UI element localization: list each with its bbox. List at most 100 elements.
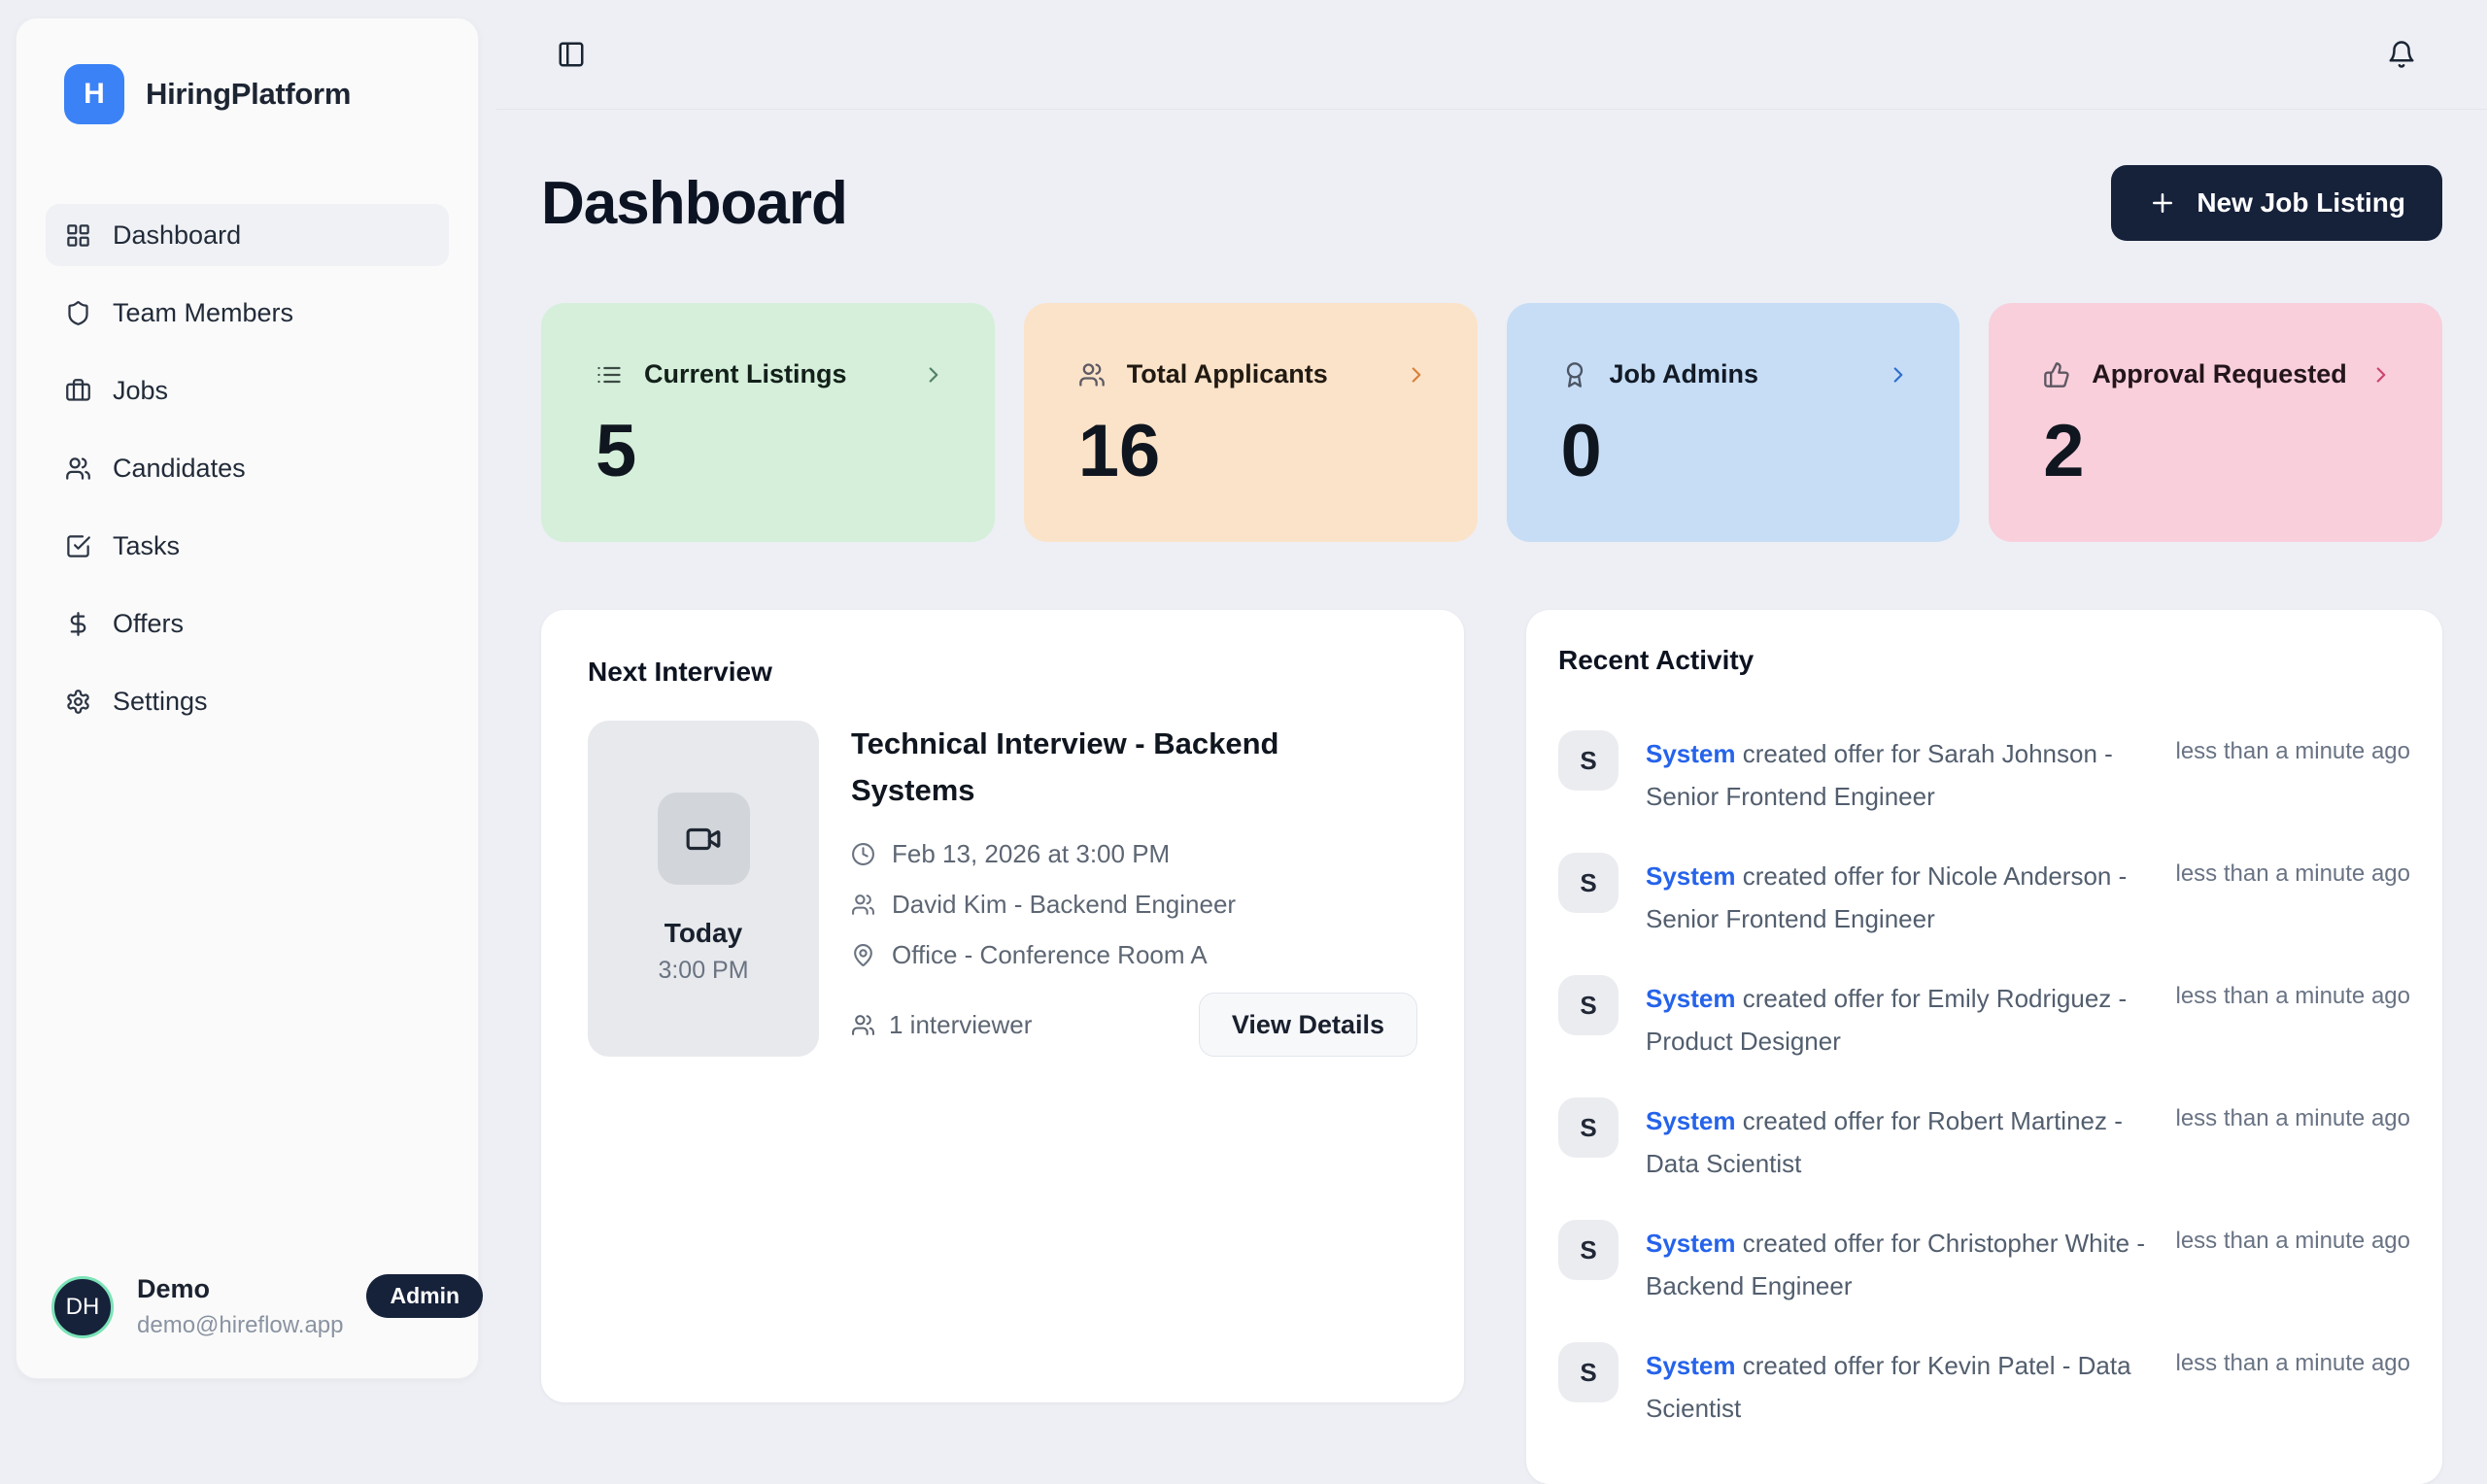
stat-card-approval-requested[interactable]: Approval Requested 2 [1989, 303, 2442, 542]
activity-timestamp: less than a minute ago [2176, 730, 2411, 765]
sidebar-toggle-button[interactable] [557, 40, 586, 69]
page-header: Dashboard New Job Listing [541, 165, 2442, 241]
activity-avatar: S [1558, 1220, 1618, 1280]
stat-label: Total Applicants [1127, 359, 1328, 389]
interviewer-count-label: 1 interviewer [889, 1010, 1032, 1040]
interview-location-row: Office - Conference Room A [851, 940, 1417, 970]
stat-value: 5 [596, 415, 946, 489]
activity-item: S System created offer for Sarah Johnson… [1558, 730, 2410, 818]
stat-value: 0 [1561, 415, 1912, 489]
dollar-icon [65, 611, 91, 637]
plus-icon [2148, 188, 2177, 218]
recent-activity-title: Recent Activity [1558, 645, 2410, 676]
interview-time: 3:00 PM [658, 957, 748, 985]
activity-item: S System created offer for Robert Martin… [1558, 1097, 2410, 1185]
main-area: Dashboard New Job Listing Current Listin… [496, 0, 2487, 1399]
activity-item: S System created offer for Emily Rodrigu… [1558, 975, 2410, 1062]
view-details-button[interactable]: View Details [1199, 993, 1417, 1057]
interview-person: David Kim - Backend Engineer [892, 890, 1236, 920]
sidebar-item-candidates[interactable]: Candidates [46, 437, 449, 499]
sidebar-item-label: Settings [113, 687, 208, 717]
award-icon [1561, 361, 1588, 388]
activity-actor[interactable]: System [1646, 984, 1736, 1013]
sidebar-item-team-members[interactable]: Team Members [46, 282, 449, 344]
new-job-listing-label: New Job Listing [2197, 187, 2405, 219]
activity-timestamp: less than a minute ago [2176, 1097, 2411, 1132]
shield-icon [65, 300, 91, 326]
activity-timestamp: less than a minute ago [2176, 975, 2411, 1010]
activity-item: S System created offer for Nicole Anders… [1558, 853, 2410, 940]
gear-icon [65, 689, 91, 715]
activity-actor[interactable]: System [1646, 861, 1736, 891]
app-title: HiringPlatform [146, 77, 351, 112]
activity-actor[interactable]: System [1646, 1351, 1736, 1380]
stat-card-total-applicants[interactable]: Total Applicants 16 [1024, 303, 1478, 542]
interview-day: Today [664, 918, 742, 949]
map-pin-icon [851, 943, 875, 967]
sidebar-item-tasks[interactable]: Tasks [46, 515, 449, 577]
interview-when-tile: Today 3:00 PM [588, 721, 819, 1057]
sidebar-item-label: Jobs [113, 376, 168, 406]
activity-avatar: S [1558, 1342, 1618, 1402]
activity-list: S System created offer for Sarah Johnson… [1558, 730, 2410, 1430]
activity-actor[interactable]: System [1646, 1229, 1736, 1258]
next-interview-title: Next Interview [588, 657, 1417, 688]
users-icon [851, 1013, 875, 1037]
activity-avatar: S [1558, 1097, 1618, 1158]
stat-cards: Current Listings 5 Total Applicants [541, 303, 2442, 542]
interview-datetime: Feb 13, 2026 at 3:00 PM [892, 839, 1170, 869]
app-logo-icon: H [64, 64, 124, 124]
sidebar-item-settings[interactable]: Settings [46, 670, 449, 732]
avatar: DH [51, 1276, 114, 1338]
next-interview-panel: Next Interview Today 3:00 PM Technical I… [541, 610, 1464, 1402]
sidebar-item-label: Tasks [113, 531, 180, 561]
app-logo: H HiringPlatform [46, 64, 449, 124]
activity-avatar: S [1558, 853, 1618, 913]
activity-actor[interactable]: System [1646, 739, 1736, 768]
page-title: Dashboard [541, 169, 847, 238]
users-icon [851, 893, 875, 917]
user-name: Demo [137, 1274, 343, 1304]
user-email: demo@hireflow.app [137, 1312, 343, 1339]
notifications-button[interactable] [2387, 40, 2416, 69]
stat-card-job-admins[interactable]: Job Admins 0 [1507, 303, 1960, 542]
stat-label: Job Admins [1610, 359, 1759, 389]
chevron-right-icon [921, 362, 946, 388]
activity-actor[interactable]: System [1646, 1106, 1736, 1135]
content: Dashboard New Job Listing Current Listin… [496, 165, 2487, 1484]
chevron-right-icon [2368, 362, 2394, 388]
interview-location: Office - Conference Room A [892, 940, 1208, 970]
sidebar-item-label: Dashboard [113, 220, 241, 251]
recent-activity-panel: Recent Activity S System created offer f… [1526, 610, 2442, 1484]
new-job-listing-button[interactable]: New Job Listing [2111, 165, 2442, 241]
activity-item: S System created offer for Christopher W… [1558, 1220, 2410, 1307]
list-icon [596, 361, 623, 388]
check-square-icon [65, 533, 91, 559]
users-icon [1078, 361, 1106, 388]
activity-item: S System created offer for Kevin Patel -… [1558, 1342, 2410, 1430]
dashboard-panels: Next Interview Today 3:00 PM Technical I… [541, 610, 2442, 1484]
briefcase-icon [65, 378, 91, 404]
sidebar-item-offers[interactable]: Offers [46, 592, 449, 655]
sidebar-item-label: Offers [113, 609, 184, 639]
activity-timestamp: less than a minute ago [2176, 1220, 2411, 1255]
role-badge: Admin [366, 1274, 483, 1318]
stat-label: Current Listings [644, 359, 847, 389]
bell-icon [2387, 40, 2416, 69]
panel-left-icon [557, 40, 586, 69]
sidebar-item-dashboard[interactable]: Dashboard [46, 204, 449, 266]
activity-avatar: S [1558, 975, 1618, 1035]
sidebar-item-jobs[interactable]: Jobs [46, 359, 449, 422]
stat-label: Approval Requested [2092, 359, 2347, 389]
chevron-right-icon [1886, 362, 1911, 388]
stat-card-current-listings[interactable]: Current Listings 5 [541, 303, 995, 542]
interview-datetime-row: Feb 13, 2026 at 3:00 PM [851, 839, 1417, 869]
sidebar-item-label: Team Members [113, 298, 293, 328]
sidebar-user[interactable]: DH Demo demo@hireflow.app Admin [46, 1274, 449, 1339]
thumbs-up-icon [2043, 361, 2070, 388]
topbar [496, 0, 2487, 110]
activity-avatar: S [1558, 730, 1618, 791]
interviewer-count: 1 interviewer [851, 1010, 1032, 1040]
sidebar-item-label: Candidates [113, 454, 246, 484]
interview-person-row: David Kim - Backend Engineer [851, 890, 1417, 920]
